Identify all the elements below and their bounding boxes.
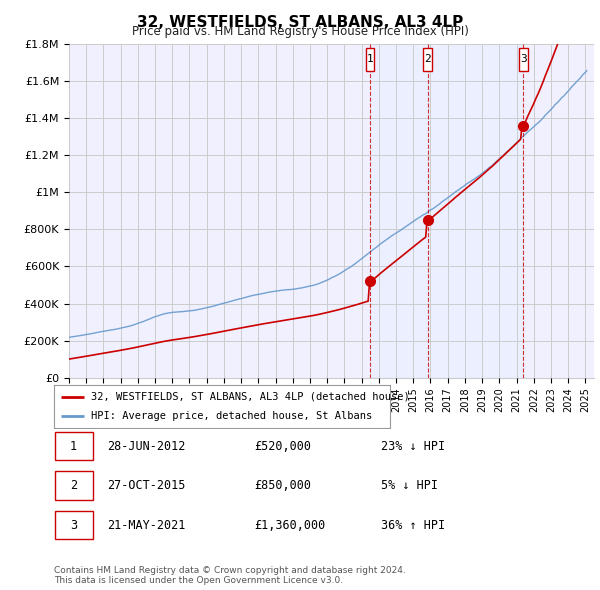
FancyBboxPatch shape [55,432,92,460]
Text: £1,360,000: £1,360,000 [254,519,326,532]
Text: 2: 2 [424,54,431,64]
FancyBboxPatch shape [423,48,432,71]
Text: 23% ↓ HPI: 23% ↓ HPI [382,440,445,453]
FancyBboxPatch shape [55,471,92,500]
Text: £520,000: £520,000 [254,440,311,453]
Text: 5% ↓ HPI: 5% ↓ HPI [382,479,439,492]
Text: 1: 1 [70,440,77,453]
Text: 28-JUN-2012: 28-JUN-2012 [107,440,185,453]
Text: £850,000: £850,000 [254,479,311,492]
Text: Contains HM Land Registry data © Crown copyright and database right 2024.
This d: Contains HM Land Registry data © Crown c… [54,566,406,585]
Text: HPI: Average price, detached house, St Albans: HPI: Average price, detached house, St A… [91,411,372,421]
Text: Price paid vs. HM Land Registry's House Price Index (HPI): Price paid vs. HM Land Registry's House … [131,25,469,38]
Text: 32, WESTFIELDS, ST ALBANS, AL3 4LP (detached house): 32, WESTFIELDS, ST ALBANS, AL3 4LP (deta… [91,392,410,402]
Text: 1: 1 [367,54,373,64]
Text: 32, WESTFIELDS, ST ALBANS, AL3 4LP: 32, WESTFIELDS, ST ALBANS, AL3 4LP [137,15,463,30]
Text: 3: 3 [520,54,527,64]
FancyBboxPatch shape [55,511,92,539]
Text: 3: 3 [70,519,77,532]
FancyBboxPatch shape [519,48,527,71]
Bar [370,44,428,378]
Text: 27-OCT-2015: 27-OCT-2015 [107,479,185,492]
Text: 21-MAY-2021: 21-MAY-2021 [107,519,185,532]
FancyBboxPatch shape [366,48,374,71]
Text: 2: 2 [70,479,77,492]
Bar [428,44,523,378]
Text: 36% ↑ HPI: 36% ↑ HPI [382,519,445,532]
